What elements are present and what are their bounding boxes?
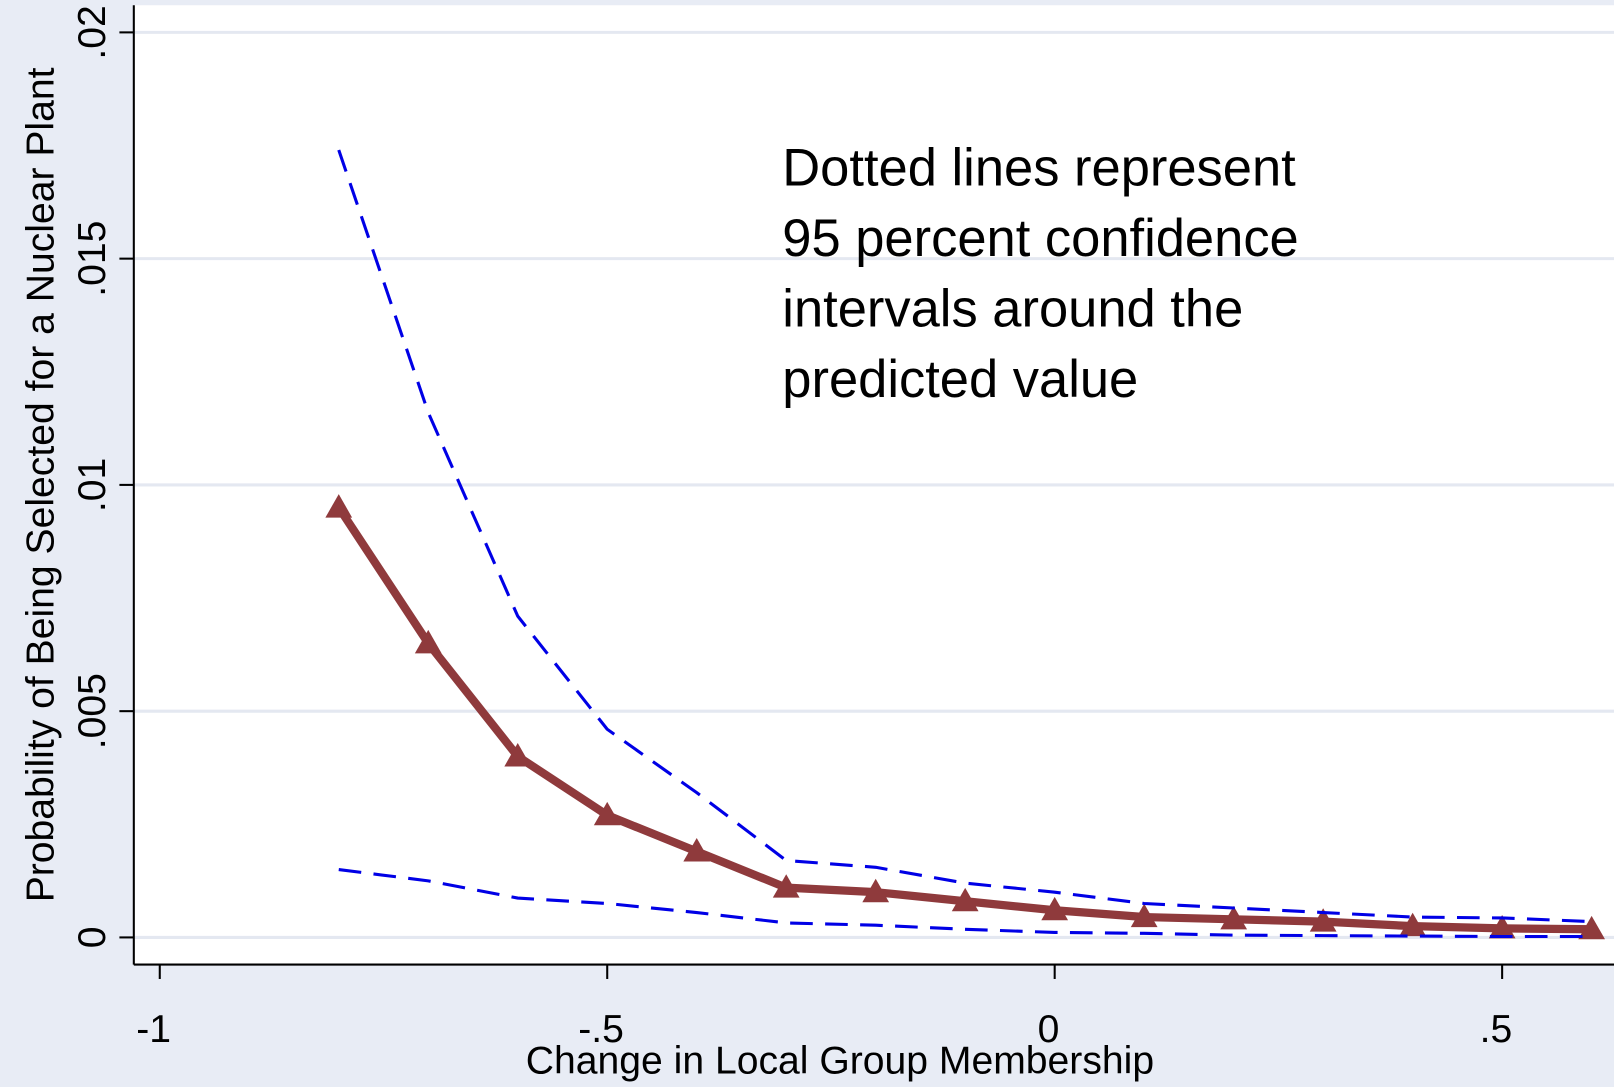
y-tick-label: .02: [71, 5, 114, 59]
y-tick-label: 0: [71, 927, 114, 949]
x-tick-label: 0: [1038, 1008, 1060, 1051]
grid: [133, 30, 1614, 939]
y-tick-label: .015: [71, 221, 114, 297]
y-tick-label: .01: [71, 458, 114, 512]
y-tick-label: .005: [71, 673, 114, 749]
marker: [862, 878, 890, 903]
x-tick-label: -.5: [578, 1008, 624, 1051]
marker: [1041, 896, 1069, 921]
marker: [1399, 912, 1427, 937]
marker: [325, 494, 353, 518]
annotation: Dotted lines represent: [782, 138, 1296, 197]
marker: [951, 887, 979, 912]
marker: [1220, 905, 1248, 930]
marker: [1130, 903, 1158, 928]
marker: [1309, 908, 1337, 932]
marker: [1578, 915, 1606, 940]
annotation: predicted value: [782, 350, 1138, 409]
annotation: intervals around the: [782, 279, 1243, 338]
marker: [414, 629, 442, 654]
series-group: [325, 149, 1606, 940]
marker: [1488, 914, 1516, 939]
x-axis-title: Change in Local Group Membership: [526, 1040, 1154, 1082]
marker: [772, 874, 800, 898]
series-line: [338, 868, 1592, 939]
marker: [593, 801, 621, 826]
x-tick-label: -1: [136, 1008, 171, 1051]
annotation: 95 percent confidence: [782, 209, 1298, 268]
x-tick-label: .5: [1480, 1008, 1513, 1051]
y-axis-title: Probability of Being Selected for a Nucl…: [20, 67, 63, 902]
axes: 0 .005 .01 .015 .02 -1 -.5 0 .5 Change in Local G…: [20, 5, 1614, 1083]
marker: [504, 743, 532, 767]
marker: [683, 838, 711, 862]
